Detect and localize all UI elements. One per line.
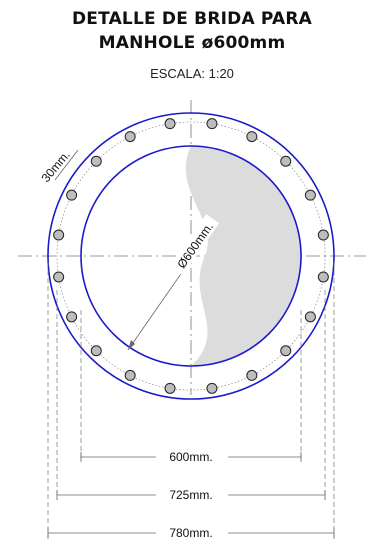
bolt-hole xyxy=(317,229,329,241)
bolt-hole xyxy=(53,229,65,241)
bolt-hole xyxy=(317,271,329,283)
bolt-hole xyxy=(124,131,136,143)
scale-label: ESCALA: 1:20 xyxy=(150,66,234,81)
bolt-hole xyxy=(164,118,176,130)
inner-bore-ring xyxy=(80,145,302,367)
bolt-holes xyxy=(53,118,329,394)
bolt-hole xyxy=(304,189,316,201)
diameter-label-bg xyxy=(169,214,220,276)
bolt-hole xyxy=(246,369,258,381)
dimension-780: 780mm. xyxy=(47,525,335,541)
title-line-2: MANHOLE ø600mm xyxy=(98,33,286,53)
bolt-hole xyxy=(90,155,102,167)
bolt-hole xyxy=(66,311,78,323)
bolt-hole xyxy=(206,118,218,130)
bolt-circle xyxy=(56,121,326,391)
bolt-hole xyxy=(53,271,65,283)
dimension-600: 600mm. xyxy=(80,449,302,465)
dimension-780-label: 780mm. xyxy=(169,526,212,540)
bolt-hole xyxy=(90,345,102,357)
shaded-section xyxy=(185,146,301,366)
dimension-600-label: 600mm. xyxy=(169,450,212,464)
bolt-hole xyxy=(164,382,176,394)
dimension-725: 725mm. xyxy=(56,487,326,503)
bolt-hole xyxy=(304,311,316,323)
diameter-arrowhead xyxy=(128,340,135,350)
extension-lines xyxy=(47,262,335,540)
title-line-1: DETALLE DE BRIDA PARA xyxy=(71,9,313,29)
flange-width-leader xyxy=(54,149,79,181)
outer-flange-ring xyxy=(47,112,335,400)
dimension-725-label: 725mm. xyxy=(169,488,212,502)
bolt-hole xyxy=(280,345,292,357)
bolt-hole xyxy=(246,131,258,143)
bolt-hole xyxy=(66,189,78,201)
bolt-hole xyxy=(206,382,218,394)
bolt-hole xyxy=(280,155,292,167)
bolt-hole xyxy=(124,369,136,381)
